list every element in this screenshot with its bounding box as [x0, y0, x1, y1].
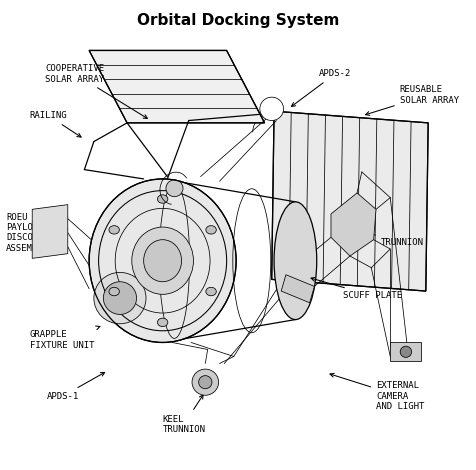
Circle shape [399, 346, 411, 357]
Text: REUSABLE
SOLAR ARRAY: REUSABLE SOLAR ARRAY [365, 85, 458, 115]
Circle shape [198, 376, 211, 389]
Ellipse shape [143, 240, 181, 282]
Text: ROEU
PAYLOAD
DISCONNECT
ASSEMBLY: ROEU PAYLOAD DISCONNECT ASSEMBLY [6, 212, 60, 253]
Ellipse shape [206, 287, 216, 296]
Text: Orbital Docking System: Orbital Docking System [137, 13, 339, 28]
Text: TRUNNION: TRUNNION [351, 228, 423, 246]
Ellipse shape [109, 287, 119, 296]
Circle shape [94, 273, 146, 324]
Ellipse shape [206, 226, 216, 234]
Polygon shape [330, 193, 375, 256]
Text: RAILING: RAILING [30, 111, 81, 137]
Ellipse shape [157, 318, 168, 327]
Text: EXTERNAL
CAMERA
AND LIGHT: EXTERNAL CAMERA AND LIGHT [329, 373, 424, 411]
Text: GRAPPLE
FIXTURE UNIT: GRAPPLE FIXTURE UNIT [30, 326, 100, 350]
Text: COOPERATIVE
SOLAR ARRAY: COOPERATIVE SOLAR ARRAY [45, 64, 147, 118]
Ellipse shape [274, 202, 316, 320]
Circle shape [192, 369, 218, 395]
Text: APDS-1: APDS-1 [46, 372, 104, 401]
Text: KEEL
TRUNNION: KEEL TRUNNION [162, 395, 205, 434]
Polygon shape [271, 111, 427, 291]
Text: SCUFF PLATE: SCUFF PLATE [310, 277, 401, 300]
Text: APDS-2: APDS-2 [291, 69, 351, 107]
Ellipse shape [157, 195, 168, 203]
Polygon shape [280, 274, 314, 303]
Ellipse shape [131, 227, 193, 294]
Circle shape [259, 97, 283, 120]
Circle shape [103, 282, 136, 314]
Circle shape [166, 180, 183, 196]
Polygon shape [89, 50, 264, 123]
Ellipse shape [89, 179, 236, 343]
Ellipse shape [109, 226, 119, 234]
Polygon shape [389, 343, 420, 361]
Polygon shape [32, 204, 68, 258]
